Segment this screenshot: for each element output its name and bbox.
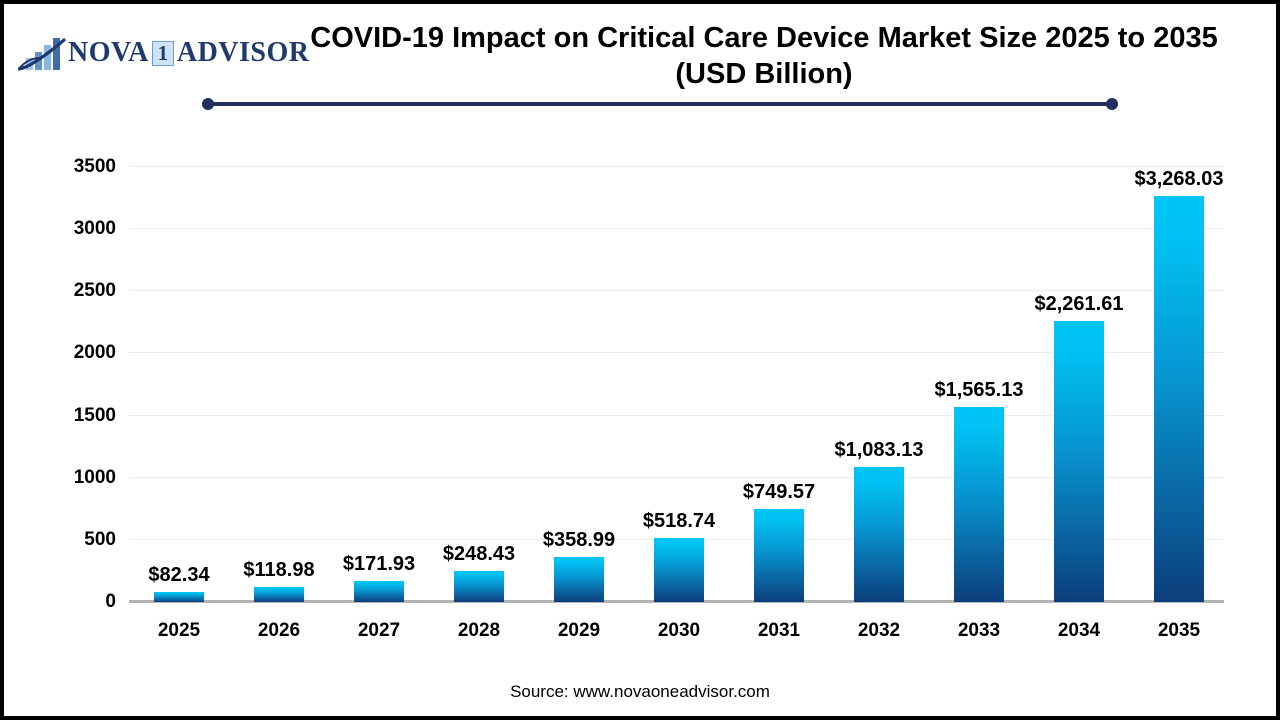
bar-value-label-2034: $2,261.61 <box>1034 292 1124 315</box>
bar-value-label-2028: $248.43 <box>442 543 516 566</box>
bar-value-label-2032: $1,083.13 <box>834 439 924 462</box>
y-tick-2500: 2500 <box>73 280 116 302</box>
x-label-2035: 2035 <box>1157 620 1201 641</box>
divider-left-dot <box>202 98 214 110</box>
gridline-1500 <box>129 414 1224 416</box>
x-label-2032: 2032 <box>857 620 901 641</box>
x-label-2027: 2027 <box>357 620 401 641</box>
y-tick-1500: 1500 <box>73 404 116 426</box>
gridline-2000 <box>129 352 1224 354</box>
x-label-2030: 2030 <box>657 620 701 641</box>
gridline-3500 <box>129 166 1224 167</box>
y-axis: 0 500 1000 1500 2000 2500 3000 3500 <box>34 156 116 612</box>
title-divider-line <box>202 98 1118 110</box>
y-tick-1000: 1000 <box>73 466 116 488</box>
bar-2028 <box>454 571 504 602</box>
gridline-3000 <box>129 228 1224 230</box>
bar-value-label-2025: $82.34 <box>148 563 210 586</box>
bar-chart-swoosh-icon <box>18 38 66 71</box>
bar-2033 <box>954 407 1004 602</box>
bar-2029 <box>554 557 604 602</box>
bar-2027 <box>354 580 404 602</box>
bar-value-label-2027: $171.93 <box>342 552 416 575</box>
chart-title-block: COVID-19 Impact on Critical Care Device … <box>254 20 1274 92</box>
y-tick-3000: 3000 <box>73 218 116 240</box>
bar-value-label-2033: $1,565.13 <box>934 379 1024 402</box>
gridline-1000 <box>129 476 1224 478</box>
source-note: Source: www.novaoneadvisor.com <box>510 682 770 701</box>
bar-value-label-2031: $749.57 <box>742 480 816 503</box>
y-tick-3500: 3500 <box>73 156 116 177</box>
bar-value-label-2030: $518.74 <box>642 509 716 532</box>
chart-subtitle: (USD Billion) <box>675 58 853 90</box>
nova-one-advisor-logo: NOVA 1 ADVISOR <box>18 32 309 74</box>
y-tick-500: 500 <box>84 528 116 550</box>
divider-right-dot <box>1106 98 1118 110</box>
chart-title: COVID-19 Impact on Critical Care Device … <box>310 22 1218 54</box>
x-label-2025: 2025 <box>157 620 201 641</box>
y-tick-2000: 2000 <box>73 342 116 364</box>
x-label-2031: 2031 <box>757 620 801 641</box>
y-tick-0: 0 <box>105 591 116 612</box>
bar-value-label-2029: $358.99 <box>542 529 616 552</box>
bar-2032 <box>854 467 904 602</box>
bar-2025 <box>154 591 204 602</box>
gridline-2500 <box>129 290 1224 292</box>
x-label-2028: 2028 <box>457 620 501 641</box>
logo-one-box: 1 <box>151 40 174 66</box>
bar-2026 <box>254 587 304 602</box>
x-label-2033: 2033 <box>957 620 1001 641</box>
bar-2035 <box>1154 195 1204 602</box>
logo-word-nova: NOVA <box>68 37 149 68</box>
bar-value-label-2026: $118.98 <box>243 559 315 582</box>
logo-word-advisor: ADVISOR <box>176 37 310 68</box>
bar-2034 <box>1054 320 1104 602</box>
bar-2031 <box>754 508 804 602</box>
plot-area: $82.34 2025 $118.98 2026 $171.93 2027 $248.43 2… <box>129 166 1224 641</box>
x-label-2026: 2026 <box>257 620 301 641</box>
bar-2030 <box>654 537 704 602</box>
x-label-2034: 2034 <box>1057 620 1101 641</box>
x-label-2029: 2029 <box>557 620 601 641</box>
bar-value-label-2035: $3,268.03 <box>1134 167 1224 190</box>
